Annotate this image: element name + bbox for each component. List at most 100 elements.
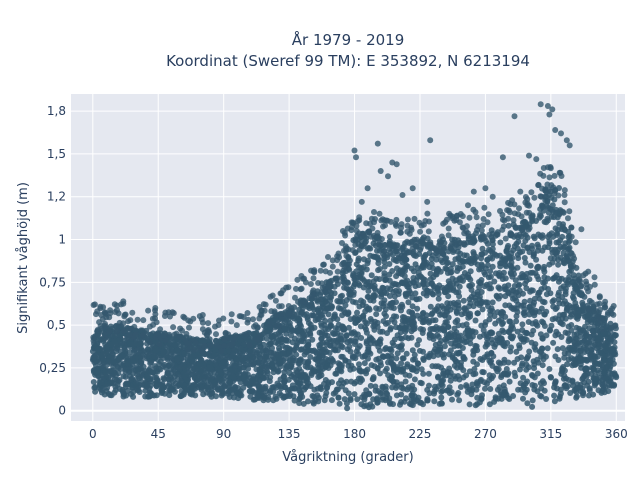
data-point <box>565 383 571 390</box>
data-point <box>192 340 199 347</box>
data-point <box>471 366 478 372</box>
data-point <box>533 156 540 163</box>
data-point <box>134 316 141 323</box>
data-point <box>511 369 518 376</box>
data-point <box>534 370 541 377</box>
data-point <box>443 387 450 394</box>
data-point <box>562 329 569 336</box>
data-point <box>600 383 607 390</box>
data-point <box>456 219 463 226</box>
data-point <box>249 387 256 394</box>
data-point <box>367 282 374 289</box>
data-point <box>240 364 247 371</box>
data-point <box>411 376 418 383</box>
data-point <box>585 312 592 319</box>
data-point <box>419 330 426 336</box>
data-point <box>269 361 276 368</box>
data-point <box>590 366 597 373</box>
data-point <box>94 308 101 315</box>
data-point <box>351 147 358 154</box>
data-point <box>439 325 446 332</box>
data-point <box>365 288 372 294</box>
data-point <box>502 261 509 268</box>
data-point <box>390 256 397 263</box>
data-point <box>469 386 476 393</box>
data-point <box>419 310 426 317</box>
data-point <box>205 320 212 327</box>
data-point <box>516 231 523 238</box>
data-point <box>271 308 278 315</box>
data-point <box>256 304 263 310</box>
data-point <box>595 315 602 322</box>
data-point <box>91 301 98 308</box>
data-point <box>435 351 442 358</box>
data-point <box>596 341 603 348</box>
data-point <box>283 284 290 291</box>
data-point <box>523 329 530 336</box>
data-point <box>299 393 306 400</box>
data-point <box>493 231 500 238</box>
data-point <box>445 293 452 300</box>
data-point <box>527 269 534 276</box>
data-point <box>513 289 520 296</box>
data-point <box>417 315 424 322</box>
data-point <box>196 360 203 367</box>
y-tick-label: 0,5 <box>47 318 66 332</box>
data-point <box>293 367 300 374</box>
x-tick-labels: 0 45 90 135 180 225 270 315 360 <box>89 427 628 441</box>
data-point <box>397 344 404 351</box>
data-point <box>508 263 515 270</box>
data-point <box>220 358 227 365</box>
data-point <box>547 326 553 333</box>
data-point <box>189 357 196 363</box>
data-point <box>497 263 504 270</box>
data-point <box>252 322 259 329</box>
data-point <box>170 324 177 331</box>
data-point <box>508 231 515 238</box>
data-point <box>505 222 512 229</box>
data-point <box>488 358 495 364</box>
data-point <box>565 215 571 222</box>
data-point <box>404 228 411 235</box>
data-point <box>538 305 545 312</box>
data-point <box>294 339 301 346</box>
data-point <box>566 274 573 280</box>
data-point <box>328 397 335 404</box>
data-point <box>298 346 305 353</box>
data-point <box>587 283 593 290</box>
data-point <box>329 329 336 336</box>
data-point <box>403 326 410 333</box>
data-point <box>364 293 371 300</box>
data-point <box>331 290 338 297</box>
x-tick-label: 270 <box>474 427 497 441</box>
data-point <box>200 391 207 398</box>
data-point <box>488 305 495 312</box>
data-point <box>340 307 347 314</box>
data-point <box>559 365 566 372</box>
data-point <box>456 265 463 272</box>
data-point <box>518 302 525 309</box>
data-point <box>225 388 232 395</box>
data-point <box>381 258 388 265</box>
data-point <box>591 274 598 281</box>
data-point <box>260 341 267 348</box>
data-point <box>385 173 391 180</box>
data-point <box>561 354 568 361</box>
data-point <box>414 341 421 348</box>
data-point <box>289 382 296 389</box>
data-point <box>449 261 456 268</box>
data-point <box>447 243 454 250</box>
data-point <box>386 261 393 267</box>
data-point <box>349 247 356 254</box>
data-point <box>601 357 608 364</box>
data-point <box>399 366 405 373</box>
data-point <box>344 405 351 412</box>
data-point <box>541 323 548 329</box>
data-point <box>506 302 513 309</box>
data-point <box>379 328 386 335</box>
data-point <box>555 316 562 323</box>
data-point <box>273 395 280 402</box>
data-point <box>446 334 453 341</box>
data-point <box>492 395 499 402</box>
data-point <box>561 199 568 206</box>
